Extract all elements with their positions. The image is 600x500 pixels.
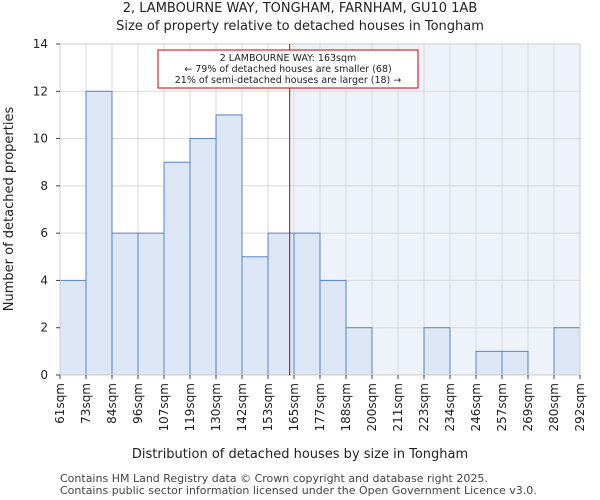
footer-line-2: Contains public sector information licen… bbox=[60, 484, 537, 497]
x-tick-label-200sqm: 200sqm bbox=[365, 383, 379, 431]
y-tick-label-2: 4 bbox=[40, 273, 48, 287]
x-axis-label: Distribution of detached houses by size … bbox=[132, 447, 468, 462]
x-tick-label-153sqm: 153sqm bbox=[261, 383, 275, 431]
bar-188sqm bbox=[345, 327, 373, 376]
x-axis-ticks: 61sqm 73sqm 84sqm 96sqm 107sqm 119sqm 130sqm 14… bbox=[53, 375, 587, 431]
x-tick-label-223sqm: 223sqm bbox=[417, 383, 431, 431]
bars bbox=[59, 90, 581, 376]
x-tick-label-188sqm: 188sqm bbox=[339, 383, 353, 431]
bar-107sqm bbox=[163, 161, 191, 376]
y-tick-label-5: 10 bbox=[33, 132, 48, 146]
y-tick-label-6: 12 bbox=[33, 84, 48, 98]
bar-257sqm bbox=[501, 350, 529, 376]
x-tick-label-292sqm: 292sqm bbox=[573, 383, 587, 431]
y-axis-ticks: 0 2 4 6 8 10 12 14 bbox=[33, 37, 60, 382]
footer-line-1: Contains HM Land Registry data © Crown c… bbox=[60, 472, 488, 485]
bar-73sqm bbox=[85, 90, 113, 376]
y-tick-label-0: 0 bbox=[40, 368, 48, 382]
x-tick-label-280sqm: 280sqm bbox=[547, 383, 561, 431]
x-tick-label-107sqm: 107sqm bbox=[157, 383, 171, 431]
y-tick-label-1: 2 bbox=[40, 321, 48, 335]
bar-246sqm bbox=[475, 350, 503, 376]
x-tick-label-257sqm: 257sqm bbox=[495, 383, 509, 431]
y-tick-label-4: 8 bbox=[40, 179, 48, 193]
x-tick-label-142sqm: 142sqm bbox=[235, 383, 249, 431]
x-tick-label-165sqm: 165sqm bbox=[287, 383, 301, 431]
annotation-line-3: 21% of semi-detached houses are larger (… bbox=[175, 75, 402, 86]
x-tick-label-269sqm: 269sqm bbox=[521, 383, 535, 431]
chart-subtitle: Size of property relative to detached ho… bbox=[116, 19, 484, 34]
annotation-line-1: 2 LAMBOURNE WAY: 163sqm bbox=[220, 53, 357, 64]
bar-142sqm bbox=[241, 256, 269, 376]
x-tick-label-96sqm: 96sqm bbox=[131, 383, 145, 424]
bar-130sqm bbox=[215, 114, 243, 376]
bar-165sqm bbox=[293, 232, 321, 376]
x-tick-label-246sqm: 246sqm bbox=[469, 383, 483, 431]
bar-177sqm bbox=[319, 279, 347, 376]
annotation-line-2: ← 79% of detached houses are smaller (68… bbox=[184, 64, 391, 75]
chart-title: 2, LAMBOURNE WAY, TONGHAM, FARNHAM, GU10… bbox=[123, 1, 478, 16]
bar-280sqm bbox=[553, 327, 581, 376]
bar-119sqm bbox=[189, 138, 217, 376]
x-tick-label-130sqm: 130sqm bbox=[209, 383, 223, 431]
bar-61sqm bbox=[59, 279, 87, 376]
x-tick-label-119sqm: 119sqm bbox=[183, 383, 197, 431]
x-tick-label-234sqm: 234sqm bbox=[443, 383, 457, 431]
y-axis-label: Number of detached properties bbox=[2, 107, 17, 312]
bar-84sqm bbox=[111, 232, 139, 376]
y-tick-label-7: 14 bbox=[33, 37, 48, 51]
x-tick-label-177sqm: 177sqm bbox=[313, 383, 327, 431]
annotation-box bbox=[157, 49, 419, 89]
x-tick-label-73sqm: 73sqm bbox=[79, 383, 93, 424]
x-tick-label-211sqm: 211sqm bbox=[391, 383, 405, 431]
bar-96sqm bbox=[137, 232, 165, 376]
bar-223sqm bbox=[423, 327, 451, 376]
x-tick-label-84sqm: 84sqm bbox=[105, 383, 119, 424]
y-tick-label-3: 6 bbox=[40, 226, 48, 240]
marker-annotation: 2 LAMBOURNE WAY: 163sqm ← 79% of detache… bbox=[157, 49, 419, 89]
x-tick-label-61sqm: 61sqm bbox=[53, 383, 67, 424]
